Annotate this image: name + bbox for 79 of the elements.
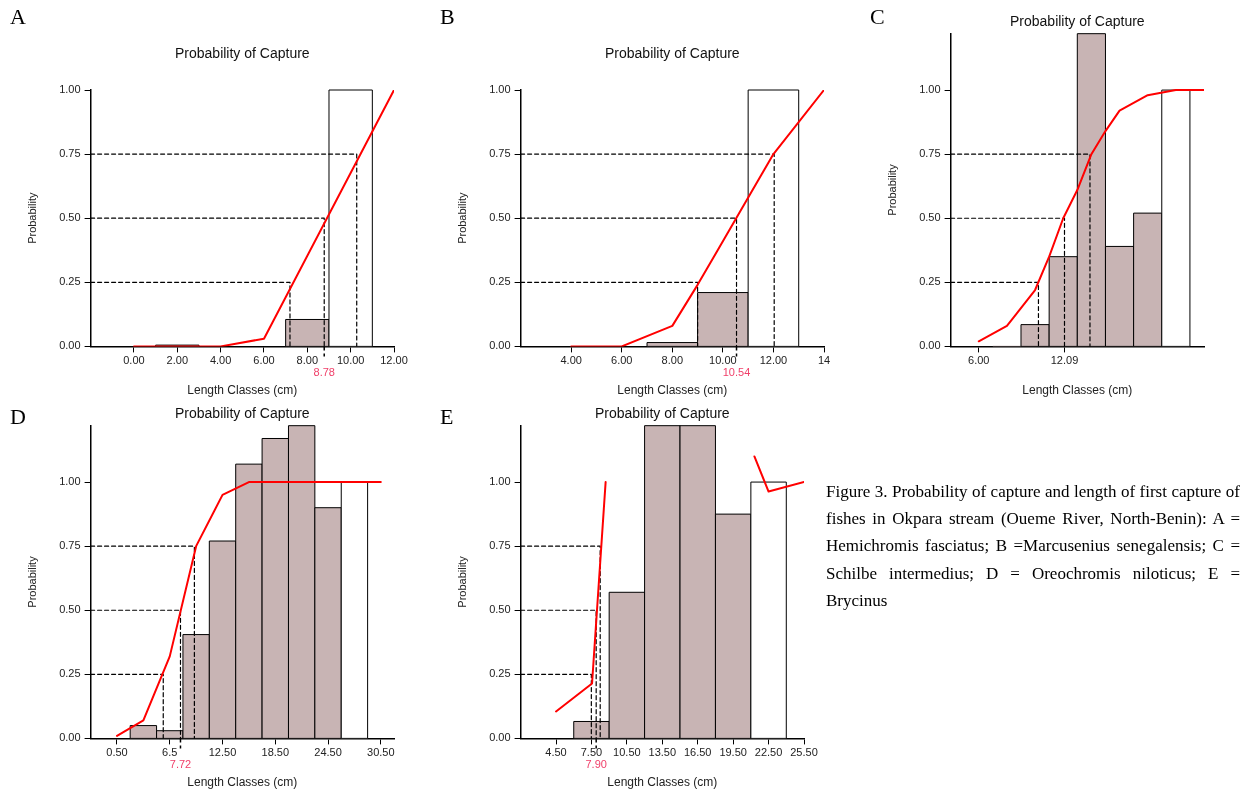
x-tick-label: 7.50 [580,746,603,759]
y-tick-label: 1.00 [489,83,511,96]
x-tick-label: 10.00 [336,354,365,367]
x-tick-label: 8.00 [296,354,319,367]
x-tick-label: 4.00 [560,354,582,367]
y-tick-label: 0.00 [59,731,81,744]
x-tick-label: 6.00 [968,354,990,367]
chart-title: Probability of Capture [604,45,740,61]
x-tick-label: 8.00 [661,354,684,367]
x-tick-label: 18.50 [261,746,290,759]
x-tick-label: 25.50 [790,746,818,759]
x-axis-title: Length Classes (cm) [1022,383,1133,398]
x-tick-label: 2.00 [166,354,188,367]
y-tick-label: 0.75 [59,147,81,160]
y-axis-title: Probability [885,163,898,216]
text: C [870,4,885,30]
text: D [10,404,26,430]
x-tick-label: 6.00 [253,354,275,367]
y-tick-label: 0.50 [59,211,81,224]
x-tick-label: 12.09 [1050,354,1079,367]
y-tick-label: 0.50 [59,603,81,616]
y-tick-label: 0.50 [489,603,511,616]
caption: Figure 3. Probability of capture and length of first capture of fishes in Okpara stream (Oueme River, North-Benin): A = Hemichromis fasciatus; B =Marcusenius senegalensis; C = Schilbe intermedius; D = Oreochromis niloticus; E = Brycinus [826,481,1240,612]
x-tick-label: 0.50 [106,746,128,759]
x-tick-label: 13.50 [648,746,677,759]
chart-title: Probability of Capture [174,404,310,421]
y-tick-label: 0.00 [489,339,511,352]
x-tick-label: 6.00 [611,354,633,367]
y-tick-label: 0.25 [59,275,81,288]
y-tick-label: 0.50 [489,211,511,224]
annotation: 7.90 [585,757,607,770]
y-tick-label: 1.00 [59,83,81,96]
y-tick-label: 0.25 [59,667,81,680]
y-tick-label: 0.50 [919,211,941,224]
x-tick-label: 14 [817,354,831,367]
x-axis-title: Length Classes (cm) [187,383,298,398]
y-tick-label: 0.25 [919,275,941,288]
y-axis-title: Probability [455,192,468,244]
annotation: 7.72 [169,757,192,770]
y-tick-label: 0.75 [489,539,511,552]
x-tick-label: 19.50 [719,746,747,759]
text: B [440,4,455,30]
y-tick-label: 0.00 [489,731,511,744]
y-tick-label: 1.00 [59,475,81,488]
chart-title: Probability of Capture [594,404,730,421]
chart-title: Probability of Capture [1009,12,1145,29]
y-tick-label: 0.25 [489,275,511,288]
annotation: 8.78 [313,365,335,378]
y-tick-label: 0.75 [489,147,511,160]
annotation: 10.54 [722,365,751,378]
x-tick-label: 6.5 [162,746,178,759]
x-axis-title: Length Classes (cm) [607,775,718,790]
x-tick-label: 10.00 [709,354,737,367]
x-axis-title: Length Classes (cm) [187,775,298,790]
y-tick-label: 1.00 [919,83,941,96]
y-tick-label: 0.00 [59,339,81,352]
x-tick-label: 12.50 [208,746,237,759]
x-tick-label: 10.50 [613,746,641,759]
y-tick-label: 1.00 [489,475,511,488]
y-axis-title: Probability [25,192,38,244]
text: E [440,404,454,430]
y-tick-label: 0.25 [489,667,511,680]
y-tick-label: 0.75 [919,147,941,160]
y-axis-title: Probability [25,555,38,608]
x-tick-label: 4.00 [209,354,232,367]
y-tick-label: 0.75 [59,539,81,552]
text: A [10,4,26,30]
x-tick-label: 16.50 [683,746,712,759]
x-tick-label: 4.50 [545,746,567,759]
chart-title: Probability of Capture [174,45,310,61]
x-tick-label: 12.00 [759,354,788,367]
y-tick-label: 0.00 [919,339,941,352]
x-tick-label: 24.50 [314,746,342,759]
x-tick-label: 0.00 [123,354,145,367]
y-axis-title: Probability [455,555,468,608]
x-tick-label: 22.50 [754,746,783,759]
x-tick-label: 30.50 [367,746,395,759]
x-axis-title: Length Classes (cm) [617,383,728,398]
x-tick-label: 12.00 [380,354,408,367]
